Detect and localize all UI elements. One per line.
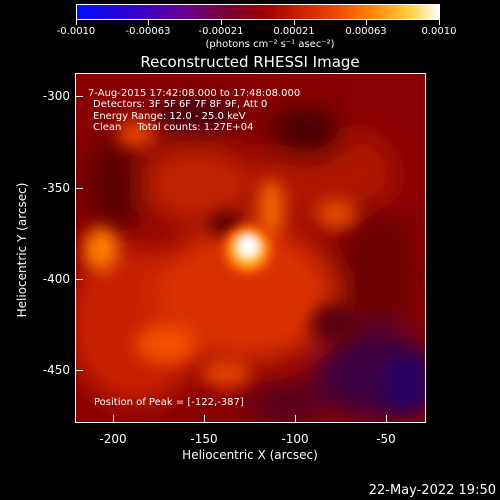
x-tick-mark xyxy=(386,415,387,423)
colorbar-tick xyxy=(148,20,149,25)
y-tick-mark xyxy=(75,188,83,189)
energy-range: Energy Range: 12.0 - 25.0 keV xyxy=(93,111,246,122)
colorbar-unit: (photons cm⁻² s⁻¹ asec⁻²) xyxy=(205,39,335,50)
x-tick-label: -50 xyxy=(376,432,396,446)
y-tick-label: -450 xyxy=(42,363,70,377)
solar-image xyxy=(75,73,426,423)
y-tick-mark xyxy=(75,279,83,280)
time-range: 7-Aug-2015 17:42:08.000 to 17:48:08.000 xyxy=(88,88,301,99)
colorbar-tick xyxy=(294,20,295,25)
timestamp: 22-May-2022 19:50 xyxy=(368,483,496,498)
colorbar-tick xyxy=(439,20,440,25)
colorbar-tick xyxy=(76,20,77,25)
y-tick-label: -400 xyxy=(42,272,70,286)
colorbar-label: -0.00063 xyxy=(125,26,171,37)
colorbar-label: 0.00021 xyxy=(273,26,315,37)
colorbar-tick xyxy=(221,20,222,25)
x-tick-label: -100 xyxy=(281,432,309,446)
x-tick-mark xyxy=(113,415,114,423)
x-tick-mark xyxy=(295,415,296,423)
x-axis-label: Heliocentric X (arcsec) xyxy=(182,448,318,462)
y-tick-mark xyxy=(75,96,83,97)
clean-info: Clean Total counts: 1.27E+04 xyxy=(93,122,254,133)
colorbar-label: -0.0010 xyxy=(56,26,96,37)
x-tick-mark xyxy=(204,415,205,423)
peak-position: Position of Peak = [-122,-387] xyxy=(94,397,244,408)
plot-title: Reconstructed RHESSI Image xyxy=(140,53,360,71)
colorbar-label: -0.00021 xyxy=(198,26,244,37)
x-tick-label: -150 xyxy=(190,432,218,446)
x-tick-label: -200 xyxy=(99,432,127,446)
y-axis-label: Heliocentric Y (arcsec) xyxy=(15,182,29,318)
colorbar xyxy=(76,4,440,20)
y-tick-label: -350 xyxy=(42,181,70,195)
detectors-info: Detectors: 3F 5F 6F 7F 8F 9F, Att 0 xyxy=(93,99,268,110)
y-tick-mark xyxy=(75,370,83,371)
colorbar-label: 0.0010 xyxy=(421,26,457,37)
colorbar-tick xyxy=(366,20,367,25)
y-tick-label: -300 xyxy=(42,89,70,103)
colorbar-label: 0.00063 xyxy=(345,26,387,37)
